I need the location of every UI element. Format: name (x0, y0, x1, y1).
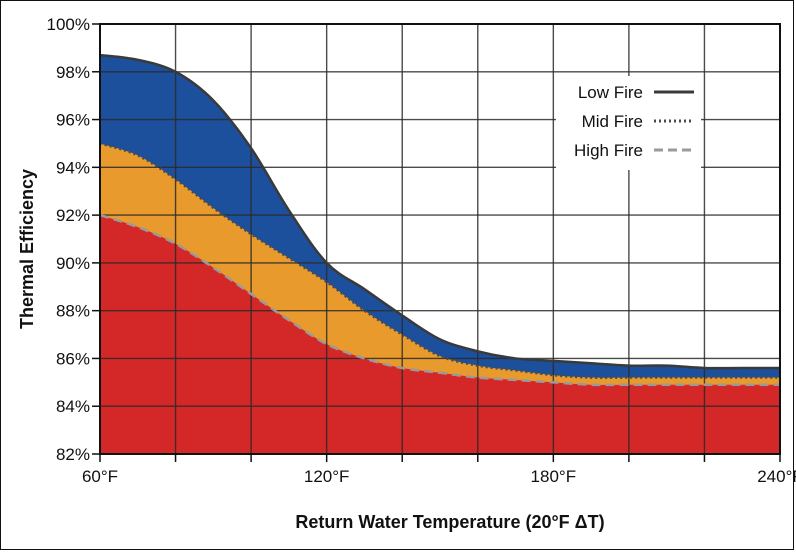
legend-label-1: Mid Fire (582, 112, 643, 131)
y-tick-label-2: 86% (56, 349, 90, 368)
y-tick-label-4: 90% (56, 254, 90, 273)
y-tick-label-3: 88% (56, 302, 90, 321)
x-tick-label-1: 120°F (304, 467, 350, 486)
y-axis-ticks: 82% 84% 86% 88% 90% 92% 94% 96% 98% 100% (47, 15, 100, 464)
x-axis-title: Return Water Temperature (20°F ΔT) (295, 512, 604, 532)
y-tick-label-1: 84% (56, 397, 90, 416)
y-tick-label-6: 94% (56, 158, 90, 177)
series-lines (99, 53, 780, 387)
series-area-2 (100, 215, 780, 454)
y-tick-label-7: 96% (56, 111, 90, 130)
plot-border (99, 23, 781, 455)
x-tick-label-3: 240°F (757, 467, 796, 486)
y-tick-label-8: 98% (56, 63, 90, 82)
legend: Low Fire Mid Fire High Fire (556, 76, 701, 170)
series-areas (100, 55, 780, 455)
legend-label-2: High Fire (574, 141, 643, 160)
x-tick-label-0: 60°F (82, 467, 118, 486)
x-tick-label-2: 180°F (531, 467, 577, 486)
y-axis-title: Thermal Efficiency (17, 169, 37, 329)
legend-label-0: Low Fire (578, 83, 643, 102)
series-line-1 (99, 142, 780, 379)
y-tick-label-9: 100% (47, 15, 90, 34)
y-tick-label-0: 82% (56, 445, 90, 464)
series-line-0 (99, 53, 780, 370)
y-tick-label-5: 92% (56, 206, 90, 225)
x-axis-ticks: 60°F 120°F 180°F 240°F (82, 454, 796, 486)
series-line-2 (99, 213, 780, 387)
